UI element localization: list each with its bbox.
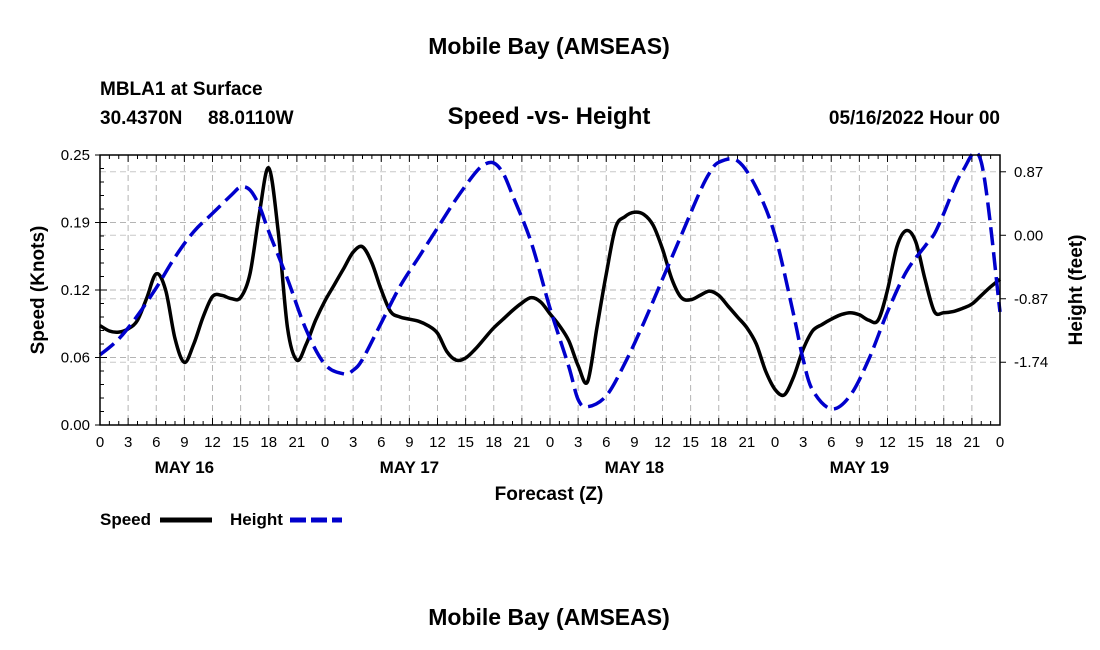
x-tick-label: 21 (514, 434, 531, 451)
x-tick-label: 9 (405, 434, 413, 451)
plot-frame (99, 154, 1001, 426)
x-tick-label: 0 (96, 434, 104, 451)
x-axis-label: Forecast (Z) (495, 484, 604, 505)
station-lat: 30.4370N (100, 108, 182, 129)
y-right-tick-label: -1.74 (1014, 354, 1048, 371)
x-tick-label: 9 (855, 434, 863, 451)
plot-area: 0 3 6 9 12 15 18 21 0 3 6 9 12 15 18 21 0 3 6 9 12 15 18 21 0 3 6 9… (61, 147, 1048, 477)
x-tick-label: 3 (574, 434, 582, 451)
x-tick-label: 18 (935, 434, 952, 451)
y-left-tick-label: 0.00 (61, 417, 90, 434)
x-tick-label: 21 (964, 434, 981, 451)
x-tick-label: 6 (377, 434, 385, 451)
x-tick-label: 3 (349, 434, 357, 451)
x-tick-label: 6 (602, 434, 610, 451)
x-tick-label: 0 (546, 434, 554, 451)
y-right-tick-label: 0.87 (1014, 164, 1043, 181)
x-tick-label: 6 (152, 434, 160, 451)
x-day-label: MAY 16 (155, 458, 215, 477)
legend-label-height: Height (230, 510, 283, 529)
y-left-tick-label: 0.19 (61, 215, 90, 232)
series-line-speed (99, 166, 1002, 398)
x-tick-label: 0 (996, 434, 1004, 451)
y-axis-label-right: Height (feet) (1066, 235, 1087, 346)
x-tick-label: 15 (232, 434, 249, 451)
issued-datetime: 05/16/2022 Hour 00 (829, 108, 1000, 129)
y-axis-label-left: Speed (Knots) (28, 226, 49, 355)
x-tick-label: 15 (457, 434, 474, 451)
x-tick-label: 15 (907, 434, 924, 451)
legend-label-speed: Speed (100, 510, 151, 529)
y-right-tick-label: -0.87 (1014, 291, 1048, 308)
x-tick-label: 21 (739, 434, 756, 451)
station-lon: 88.0110W (208, 108, 294, 129)
x-tick-label: 15 (682, 434, 699, 451)
x-tick-label: 12 (204, 434, 221, 451)
x-tick-label: 3 (799, 434, 807, 451)
x-tick-label: 3 (124, 434, 132, 451)
legend: Speed Height (100, 510, 342, 529)
series-line-height (98, 150, 1002, 411)
x-tick-label: 0 (321, 434, 329, 451)
figure-title-top: Mobile Bay (AMSEAS) (428, 33, 670, 59)
x-tick-label: 6 (827, 434, 835, 451)
x-tick-label: 18 (260, 434, 277, 451)
x-tick-label: 9 (180, 434, 188, 451)
x-day-label: MAY 19 (830, 458, 890, 477)
x-tick-label: 9 (630, 434, 638, 451)
x-tick-label: 0 (771, 434, 779, 451)
y-right-tick-label: 0.00 (1014, 227, 1043, 244)
y-left-tick-label: 0.12 (61, 282, 90, 299)
x-day-label: MAY 17 (380, 458, 440, 477)
figure-title-bottom: Mobile Bay (AMSEAS) (428, 604, 670, 630)
x-day-label: MAY 18 (605, 458, 665, 477)
y-left-tick-label: 0.06 (61, 350, 90, 367)
x-tick-label: 18 (485, 434, 502, 451)
x-tick-label: 21 (289, 434, 306, 451)
station-name: MBLA1 at Surface (100, 79, 263, 100)
x-tick-label: 12 (879, 434, 896, 451)
x-tick-label: 18 (710, 434, 727, 451)
x-tick-label: 12 (654, 434, 671, 451)
chart-title: Speed -vs- Height (448, 103, 651, 130)
y-left-tick-label: 0.25 (61, 147, 90, 164)
x-tick-label: 12 (429, 434, 446, 451)
